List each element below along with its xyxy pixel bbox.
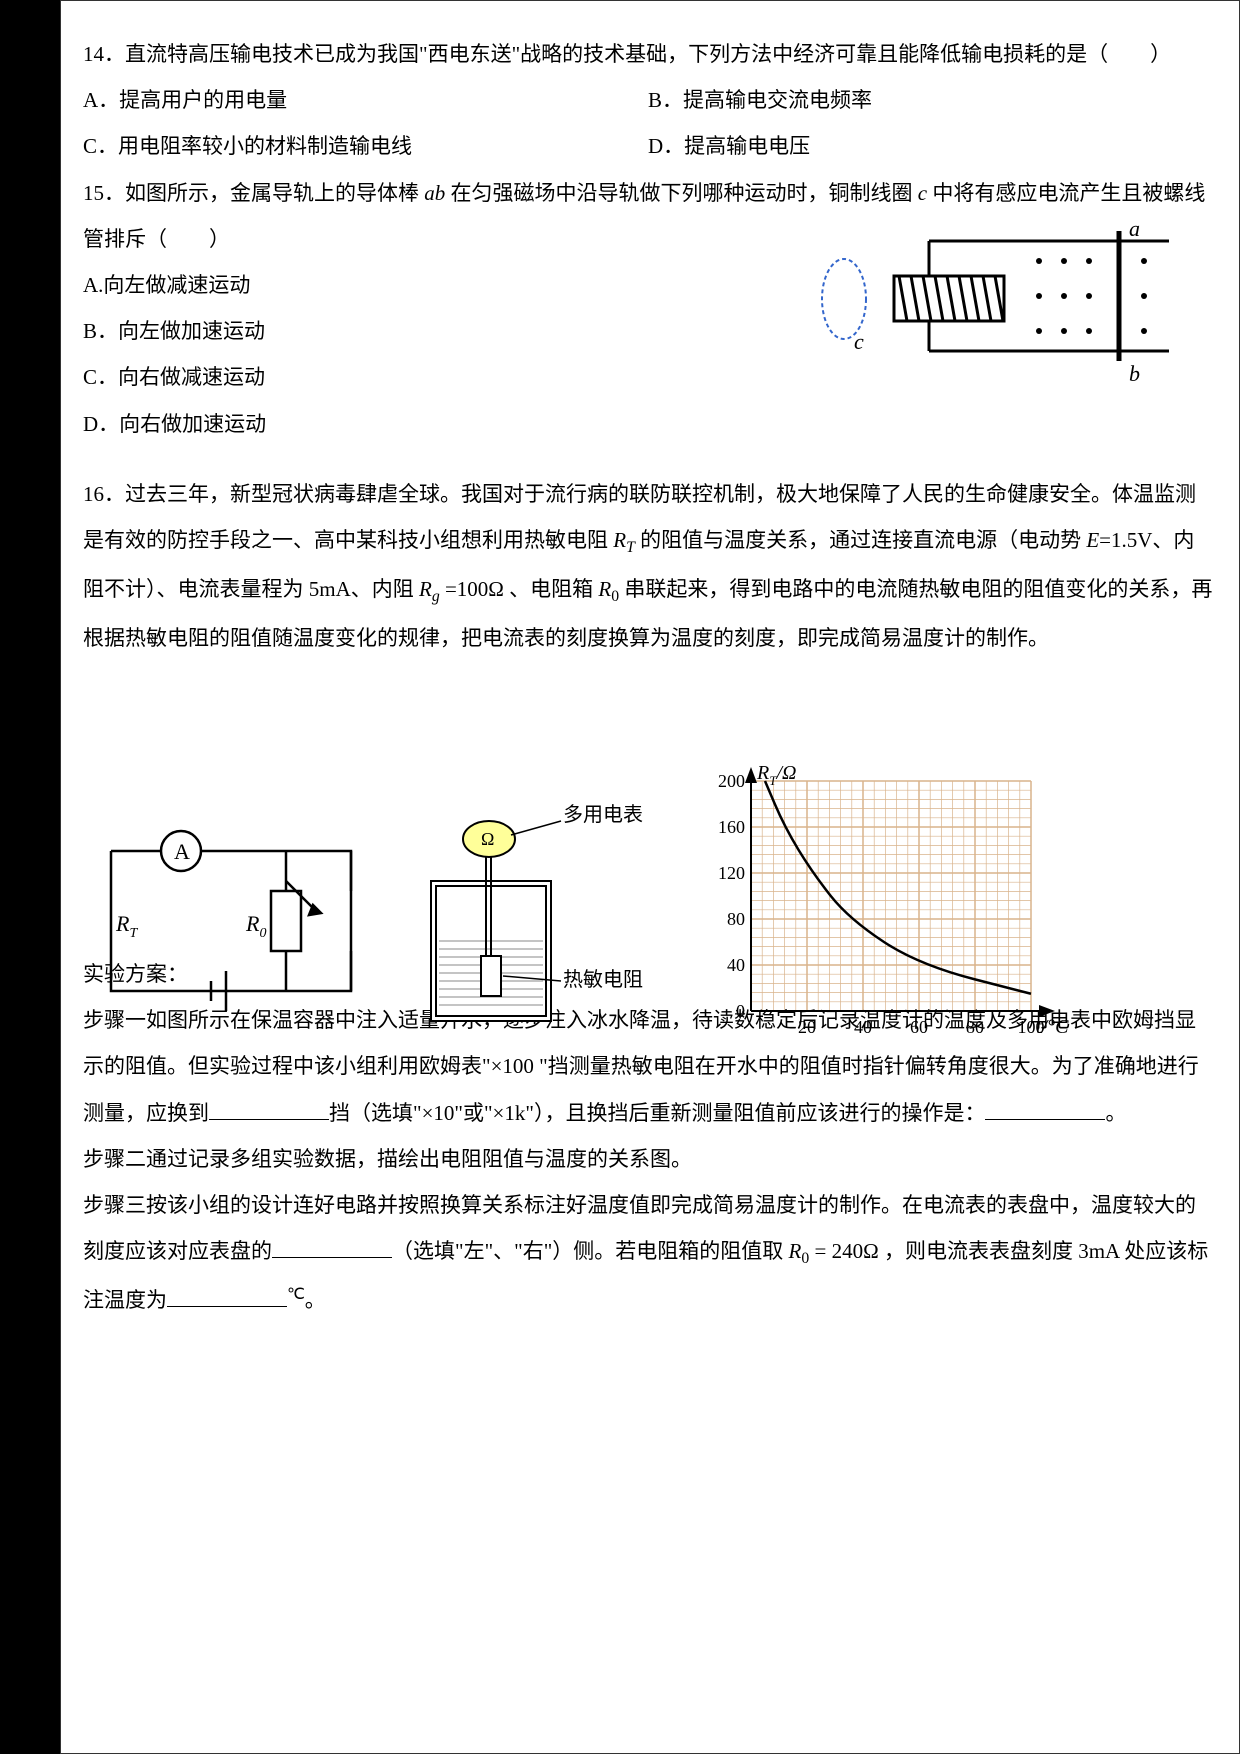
q16-p1-mid: 的阻值与温度关系，通过连接直流电源（电动势 (635, 528, 1087, 552)
svg-text:80: 80 (966, 1017, 984, 1037)
q14-opt-b: B．提高输电交流电频率 (648, 77, 1213, 123)
thermos-diagram: Ω 多用电表 热敏电阻 (411, 791, 651, 1041)
circuit-diagram: A RT R0 (91, 821, 371, 1021)
multimeter-label: 多用电表 (563, 803, 643, 826)
blank-4 (167, 1286, 287, 1307)
q16-p1: 16．过去三年，新型冠状病毒肆虐全球。我国对于流行病的联防联控机制，极大地保障了… (83, 471, 1213, 661)
svg-text:t/°C: t/°C (1036, 1016, 1069, 1038)
q14-opt-a: A．提高用户的用电量 (83, 77, 648, 123)
q16-rt: R (613, 528, 626, 552)
svg-text:120: 120 (718, 863, 745, 883)
xlabel-unit: /°C (1041, 1016, 1070, 1038)
label-a: a (1129, 221, 1140, 241)
step1-mid: 挡（选填"×10"或"×1k"），且换挡后重新测量阻值前应该进行的操作是： (329, 1101, 985, 1125)
step3-unit: ℃ (287, 1286, 305, 1303)
label-c: c (854, 329, 864, 354)
step1-post: 。 (1105, 1101, 1126, 1125)
q16-r0: R (598, 577, 611, 601)
svg-text:R0: R0 (245, 911, 266, 941)
q15-c: c (918, 181, 927, 205)
ylabel-r: R (756, 762, 769, 784)
q14-options-row2: C．用电阻率较小的材料制造输电线 D．提高输电电压 (83, 123, 1213, 169)
step2: 步骤二通过记录多组实验数据，描绘出电阻阻值与温度的关系图。 (83, 1136, 1213, 1182)
q16-rt-sub: T (626, 539, 635, 556)
q16-rg-val: =100Ω 、电阻箱 (440, 577, 599, 601)
step3: 步骤三按该小组的设计连好电路并按照换算关系标注好温度值即完成简易温度计的制作。在… (83, 1182, 1213, 1323)
svg-text:40: 40 (854, 1017, 872, 1037)
q15-stem-mid: 在匀强磁场中沿导轨做下列哪种运动时，铜制线圈 (445, 181, 918, 205)
q15-opt-d: D．向右做加速运动 (83, 401, 1213, 447)
ohm-label: Ω (481, 829, 494, 849)
svg-text:RT: RT (115, 911, 138, 941)
q15-diagram: a b c (799, 221, 1179, 391)
label-b: b (1129, 361, 1140, 386)
circuit-rt-sub: T (129, 926, 138, 941)
blank-3 (272, 1237, 392, 1258)
q14-opt-c: C．用电阻率较小的材料制造输电线 (83, 123, 648, 169)
page-content: 14．直流特高压输电技术已成为我国"西电东送"战略的技术基础，下列方法中经济可靠… (60, 0, 1240, 1754)
svg-text:80: 80 (727, 909, 745, 929)
svg-text:0: 0 (736, 1001, 745, 1021)
q16-r0-sub: 0 (611, 588, 619, 605)
svg-text:60: 60 (910, 1017, 928, 1037)
q15-stem-pre: 15．如图所示，金属导轨上的导体棒 (83, 181, 424, 205)
ammeter-label: A (174, 839, 190, 864)
q15-ab: ab (424, 181, 445, 205)
svg-text:160: 160 (718, 817, 745, 837)
q14-options-row1: A．提高用户的用电量 B．提高输电交流电频率 (83, 77, 1213, 123)
blank-2 (985, 1099, 1105, 1120)
ylabel-unit: /Ω (775, 762, 796, 784)
circuit-rt: R (115, 911, 130, 936)
q14-opt-d: D．提高输电电压 (648, 123, 1213, 169)
circuit-r0-sub: 0 (259, 926, 266, 941)
q16-rg: R (419, 577, 432, 601)
q16-e: E (1086, 528, 1099, 552)
blank-1 (209, 1099, 329, 1120)
step3-r0: R (789, 1239, 802, 1263)
q16-rg-sub: g (432, 588, 440, 605)
svg-text:200: 200 (718, 771, 745, 791)
step3-mid1: （选填"左"、"右"）侧。若电阻箱的阻值取 (392, 1239, 789, 1263)
step3-post: 。 (305, 1288, 326, 1312)
svg-text:20: 20 (798, 1017, 816, 1037)
rt-graph: 04080120160200 20406080100 RT/Ω t/°C (691, 761, 1071, 1041)
q14-stem: 14．直流特高压输电技术已成为我国"西电东送"战略的技术基础，下列方法中经济可靠… (83, 31, 1213, 77)
svg-text:40: 40 (727, 955, 745, 975)
thermistor-label: 热敏电阻 (563, 968, 643, 991)
circuit-r0: R (245, 911, 260, 936)
